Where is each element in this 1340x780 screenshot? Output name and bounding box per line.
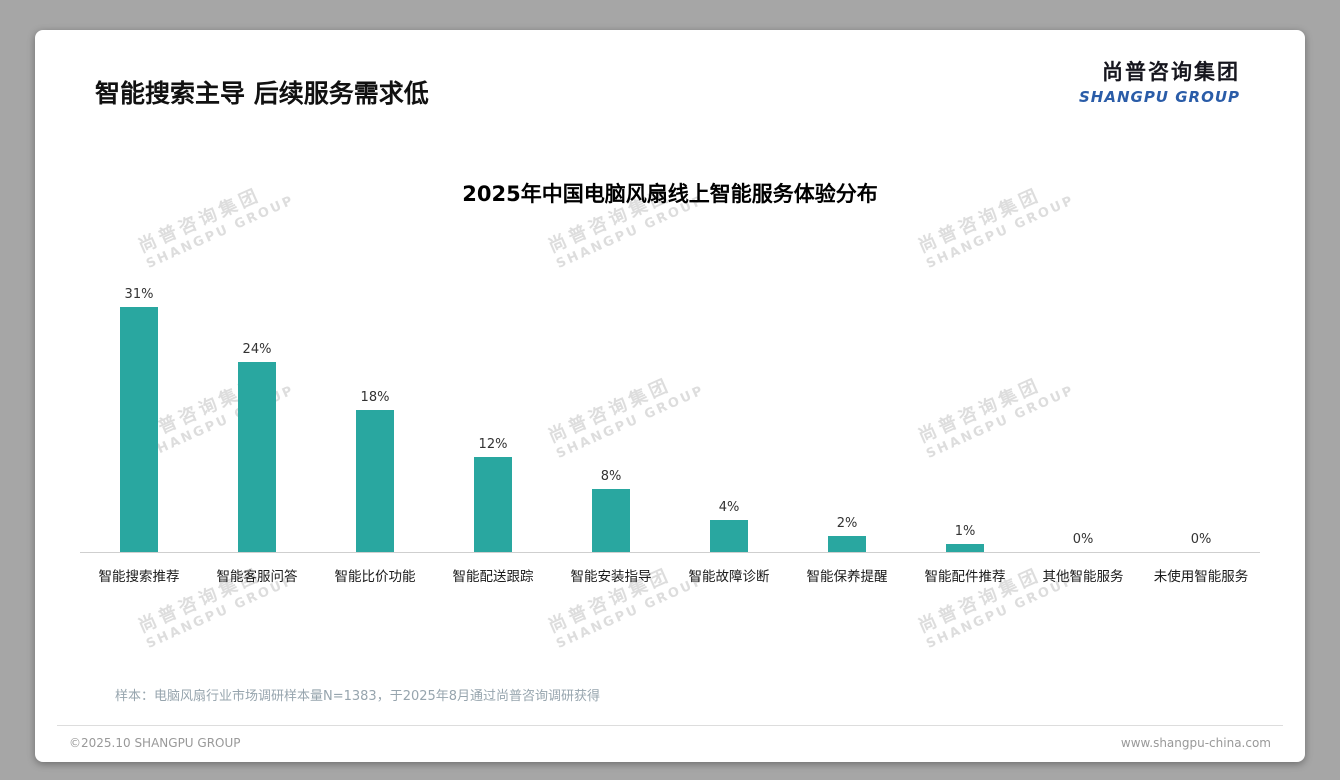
bar-category-label: 智能搜索推荐: [98, 569, 180, 585]
bar: [238, 362, 276, 552]
bar-column: 18%: [316, 280, 434, 552]
footer-website: www.shangpu-china.com: [1120, 736, 1271, 750]
bar-category-label: 其他智能服务: [1042, 569, 1124, 585]
bar: [356, 409, 394, 552]
bar-category-label: 智能故障诊断: [688, 569, 770, 585]
bar-column: 12%: [434, 280, 552, 552]
bar: [946, 544, 984, 552]
page-title: 智能搜索主导 后续服务需求低: [95, 79, 429, 108]
bar-value-label: 8%: [600, 468, 622, 484]
bar-value-label: 1%: [954, 524, 976, 540]
bar-category-label: 智能配送跟踪: [452, 569, 534, 585]
bar-value-label: 0%: [1190, 532, 1212, 547]
slide-card: 尚普咨询集团 SHANGPU GROUP 尚普咨询集团 SHANGPU GROUP …: [35, 30, 1305, 762]
bar-category-label: 未使用智能服务: [1153, 569, 1249, 585]
bar-category-label: 智能客服问答: [216, 569, 298, 585]
logo-cn-text: 尚普咨询集团: [1102, 60, 1240, 84]
bar: [474, 457, 512, 552]
bar-column: 24%: [198, 280, 316, 552]
bar-plot: 31% 24% 18% 12% 8% 4% 2% 1% 0% 0%: [80, 280, 1260, 553]
company-logo: 尚普咨询集团 SHANGPU GROUP: [1079, 56, 1240, 106]
bar-value-label: 12%: [478, 437, 508, 453]
bar-column: 4%: [670, 280, 788, 552]
slide-footer: ©2025.10 SHANGPU GROUP www.shangpu-china…: [57, 725, 1283, 750]
bar: [710, 520, 748, 552]
bar-value-label: 4%: [718, 500, 740, 516]
bar-value-label: 18%: [360, 389, 390, 405]
bar-category-label: 智能比价功能: [334, 569, 416, 585]
bar-value-label: 0%: [1072, 532, 1094, 547]
bar: [828, 536, 866, 552]
bar-chart: 31% 24% 18% 12% 8% 4% 2% 1% 0% 0% 智能搜索推荐 智能客服问答 智能比…: [80, 280, 1260, 585]
bar-column: 31%: [80, 280, 198, 552]
bar-column: 0%: [1142, 280, 1260, 552]
bar: [592, 488, 630, 552]
bar-column: 8%: [552, 280, 670, 552]
bar-column: 0%: [1024, 280, 1142, 552]
bar-value-label: 24%: [242, 342, 272, 358]
bar-category-label: 智能配件推荐: [924, 569, 1006, 585]
bar-value-label: 2%: [836, 516, 858, 532]
bar-column: 1%: [906, 280, 1024, 552]
sample-footnote: 样本：电脑风扇行业市场调研样本量N=1383，于2025年8月通过尚普咨询调研获…: [115, 689, 601, 704]
chart-title: 2025年中国电脑风扇线上智能服务体验分布: [462, 182, 878, 206]
bar-category-label: 智能安装指导: [570, 569, 652, 585]
bar-category-label: 智能保养提醒: [806, 569, 888, 585]
bar-value-label: 31%: [124, 287, 154, 303]
footer-copyright: ©2025.10 SHANGPU GROUP: [69, 736, 241, 750]
logo-en-text: SHANGPU GROUP: [1078, 88, 1240, 106]
bar-column: 2%: [788, 280, 906, 552]
bar: [120, 307, 158, 552]
bar-labels: 智能搜索推荐 智能客服问答 智能比价功能 智能配送跟踪 智能安装指导 智能故障诊断 智能保养…: [80, 553, 1260, 585]
